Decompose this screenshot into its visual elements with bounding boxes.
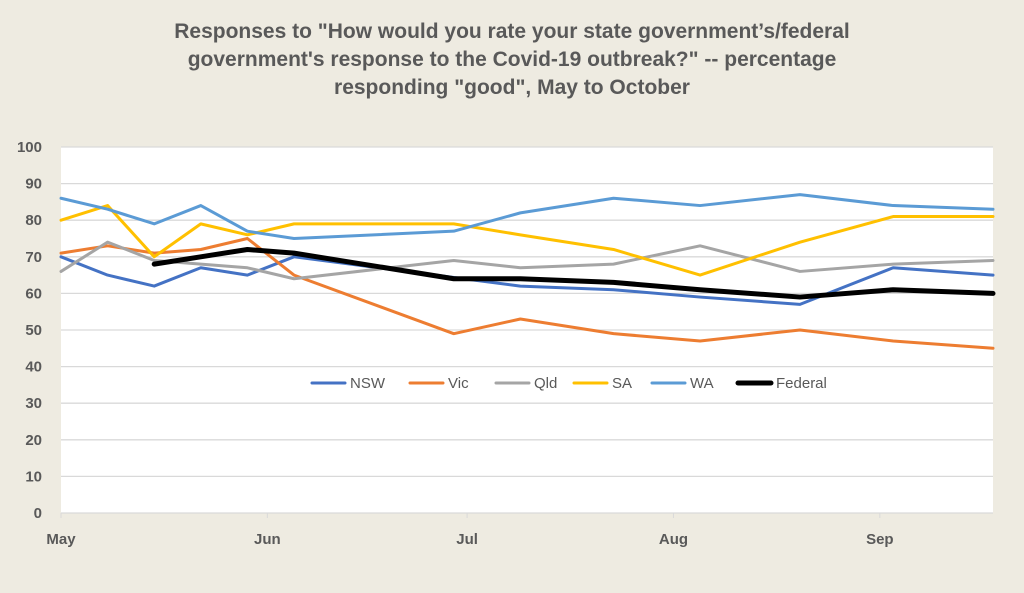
- chart-title-line-2: government's response to the Covid-19 ou…: [187, 48, 837, 71]
- series-line-vic: [59, 237, 995, 350]
- legend-label-federal: Federal: [776, 375, 827, 392]
- legend-label-nsw: NSW: [350, 375, 386, 392]
- gridlines: [61, 146, 993, 514]
- chart-title-line-1: Responses to "How would you rate your st…: [174, 20, 850, 43]
- x-tick-label: Jun: [254, 531, 281, 548]
- legend-label-vic: Vic: [448, 375, 469, 392]
- legend-label-wa: WA: [690, 375, 714, 392]
- y-tick-label: 90: [25, 176, 42, 193]
- y-tick-label: 20: [25, 432, 42, 449]
- series-line-federal: [151, 246, 996, 300]
- legend-label-qld: Qld: [534, 375, 557, 392]
- y-tick-label: 80: [25, 212, 42, 229]
- legend-label-sa: SA: [612, 375, 632, 392]
- y-tick-label: 70: [25, 249, 42, 266]
- y-axis-ticks: 0 10 20 30 40 50 60 70 80 90 100: [17, 139, 42, 522]
- y-tick-label: 0: [34, 505, 42, 522]
- y-tick-label: 60: [25, 285, 42, 302]
- x-tick-label: Aug: [659, 531, 688, 548]
- series-line-qld: [59, 240, 995, 281]
- y-tick-label: 100: [17, 139, 42, 156]
- x-tick-label: May: [46, 531, 76, 548]
- legend: NSW Vic Qld SA WA Federal: [310, 375, 827, 392]
- series-line-wa: [59, 193, 995, 240]
- y-tick-label: 50: [25, 322, 42, 339]
- y-tick-label: 10: [25, 468, 42, 485]
- y-tick-label: 30: [25, 395, 42, 412]
- y-tick-label: 40: [25, 359, 42, 376]
- chart-title: Responses to "How would you rate your st…: [0, 18, 1024, 102]
- x-tick-label: Jul: [456, 531, 478, 548]
- x-axis-ticks: May Jun Jul Aug Sep: [46, 513, 894, 548]
- series-line-sa: [59, 204, 995, 277]
- chart-title-line-3: responding "good", May to October: [334, 76, 690, 99]
- series-lines: [59, 193, 996, 350]
- x-tick-label: Sep: [866, 531, 894, 548]
